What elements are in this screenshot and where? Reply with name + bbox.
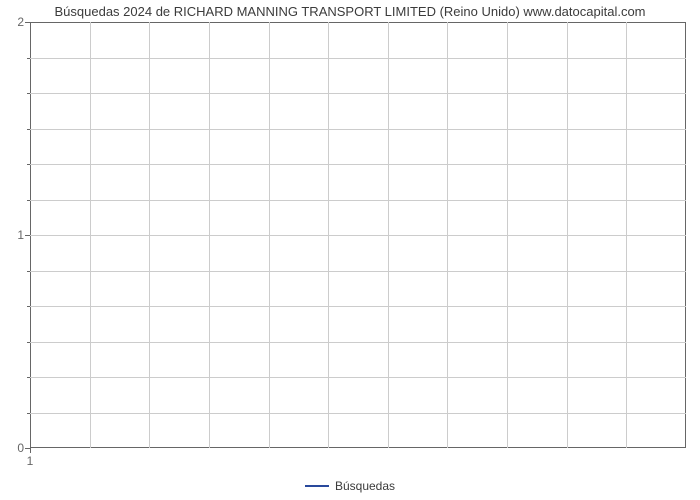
gridline-horizontal (30, 377, 686, 378)
ytick-label: 2 (17, 15, 30, 29)
gridline-horizontal (30, 342, 686, 343)
ytick-minor (27, 342, 30, 343)
legend: Búsquedas (0, 478, 700, 493)
gridline-horizontal (30, 235, 686, 236)
gridline-horizontal (30, 58, 686, 59)
plot-area: 0121 (30, 22, 686, 448)
ytick-minor (27, 58, 30, 59)
gridline-horizontal (30, 129, 686, 130)
xtick-label: 1 (27, 448, 34, 468)
gridline-horizontal (30, 271, 686, 272)
chart-title: Búsquedas 2024 de RICHARD MANNING TRANSP… (0, 4, 700, 19)
gridline-horizontal (30, 200, 686, 201)
gridline-horizontal (30, 93, 686, 94)
gridline-horizontal (30, 413, 686, 414)
legend-line (305, 485, 329, 487)
chart-container: Búsquedas 2024 de RICHARD MANNING TRANSP… (0, 0, 700, 500)
ytick-minor (27, 93, 30, 94)
gridline-horizontal (30, 306, 686, 307)
ytick-label: 1 (17, 228, 30, 242)
ytick-minor (27, 306, 30, 307)
legend-label: Búsquedas (335, 479, 395, 493)
ytick-minor (27, 413, 30, 414)
ytick-minor (27, 271, 30, 272)
ytick-minor (27, 200, 30, 201)
gridline-horizontal (30, 164, 686, 165)
ytick-minor (27, 129, 30, 130)
ytick-minor (27, 377, 30, 378)
ytick-minor (27, 164, 30, 165)
